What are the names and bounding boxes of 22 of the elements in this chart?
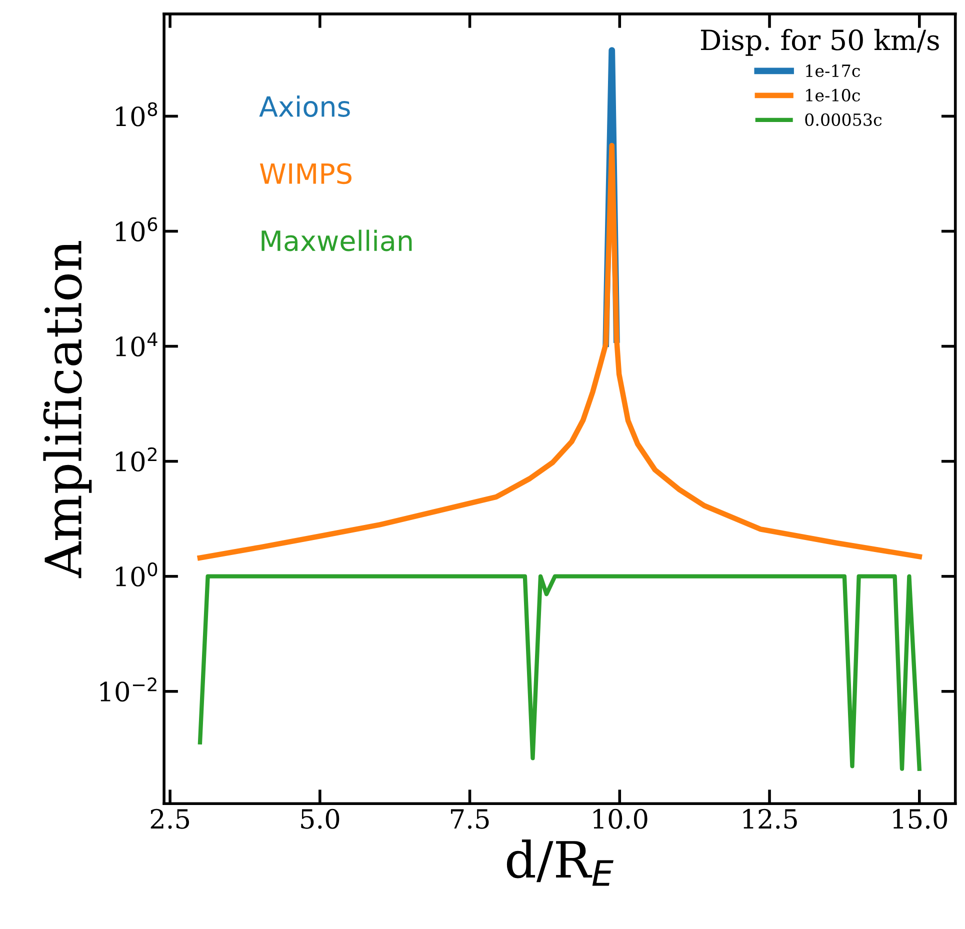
y-axis-title: Amplification [43,241,92,578]
legend-label: 1e-17c [806,64,860,78]
line-series [198,574,922,771]
x-tick-label: 7.5 [451,809,489,829]
x-tick-label: 12.5 [743,808,797,829]
x-tick-label: 10.0 [593,808,648,829]
y-tick-label: 10$^{4}$ [116,332,158,356]
legend-label: 0.00053c [805,113,882,126]
annotation: WIMPS [260,163,352,184]
x-tick-label: 15.0 [893,808,948,829]
annotation: Axions [259,95,350,117]
y-tick-label: 10$^{0}$ [116,562,158,587]
x-axis-title: d/R$_{E}$ [506,840,614,886]
legend-label: 1e-10c [806,88,860,102]
y-tick-label: 10$^{6}$ [116,217,158,242]
annotation: Maxwellian [262,230,412,252]
x-tick-label: 5.0 [301,808,340,829]
y-tick-label: 10$^{2}$ [116,447,156,472]
x-tick-label: 2.5 [150,808,189,829]
y-tick-label: 10$^{−2}$ [100,677,156,702]
y-tick-label: 10$^{8}$ [116,102,158,126]
legend-title: Disp. for 50 km/s [700,28,939,56]
